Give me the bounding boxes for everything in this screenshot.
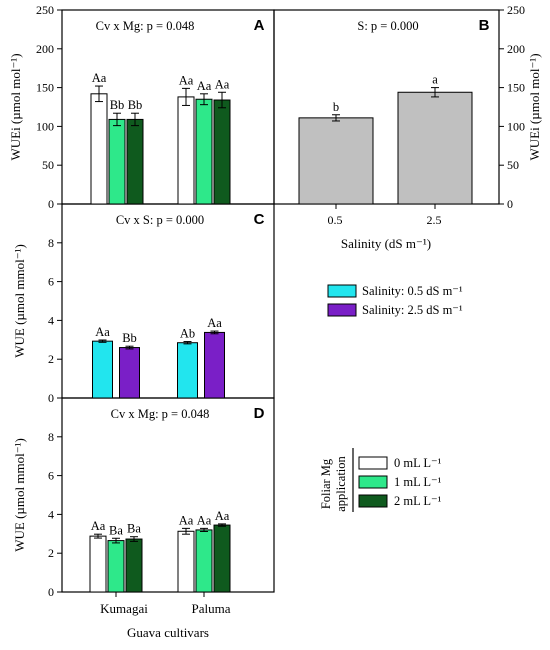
panel-c-letter: C [254, 211, 265, 228]
legend-label-mg-2: 2 mL L⁻¹ [394, 494, 442, 508]
panel-c-kumagai-s1-bar [119, 347, 140, 399]
panel-c-kumagai-s1-letter-label: Bb [122, 331, 137, 345]
panel-a-ytick-label: 0 [48, 197, 54, 211]
panel-a-paluma-s0-letter-label: Aa [179, 73, 194, 87]
panel-b-ytick-label: 100 [507, 119, 525, 133]
panel-d-frame [61, 397, 275, 593]
panel-d-ytick-label: 0 [48, 585, 54, 599]
panel-c-paluma-s0-bar [177, 342, 198, 399]
panel-b-cat0-letter-label: b [333, 100, 339, 114]
panel-d-kumagai-s1-letter-label: Ba [109, 523, 123, 537]
legend-swatch-salinity-2-5 [327, 303, 357, 317]
panel-b-ytick-label: 50 [507, 158, 519, 172]
panel-d-xlabel: Guava cultivars [127, 625, 209, 640]
panel-a-ytick-label: 50 [42, 158, 54, 172]
panel-d-kumagai-s2-bar [125, 538, 143, 593]
panel-c-ytick-label: 8 [48, 236, 54, 250]
panel-b-xlabel: Salinity (dS m⁻¹) [341, 236, 431, 251]
x-tick-salinity-0-5: 0.5 [328, 213, 343, 227]
panel-c-ytick-label: 6 [48, 275, 54, 289]
legend-swatch-mg-2 [358, 494, 388, 508]
panel-a-ytick-label: 200 [36, 42, 54, 56]
panel-d-paluma-s1-bar [195, 529, 213, 593]
panel-d-kumagai-s0-bar [89, 535, 107, 593]
legend-swatch-salinity-0-5 [327, 284, 357, 298]
x-tick-paluma: Paluma [192, 601, 231, 616]
panel-d-paluma-s1-letter-label: Aa [197, 513, 212, 527]
panel-c-kumagai-s0-bar [92, 340, 113, 399]
panel-d-annotation: Cv x Mg: p = 0.048 [111, 407, 210, 421]
salinity-legend: Salinity: 0.5 dS m⁻¹ Salinity: 2.5 dS m⁻… [327, 284, 463, 317]
panel-b-cat1-letter-label: a [432, 73, 438, 87]
panel-d-ytick-label: 6 [48, 469, 54, 483]
mg-legend-title-line1: Foliar Mg [319, 458, 333, 509]
panel-d-paluma-s0-letter-label: Aa [179, 513, 194, 527]
panel-b-ytick-label: 250 [507, 3, 525, 17]
panel-c-kumagai-s0-letter-label: Aa [95, 325, 110, 339]
panel-d-ytick-label: 4 [48, 507, 54, 521]
panel-c-paluma-s0-letter-label: Ab [180, 327, 195, 341]
panel-d-letter: D [254, 405, 265, 422]
panel-b-cat1-bar [397, 91, 473, 205]
panel-b-frame [273, 9, 500, 205]
panel-d-ylabel: WUE (µmol mmol⁻¹) [12, 438, 27, 552]
panel-d-paluma-s2-bar [213, 524, 231, 593]
panel-d-ytick-label: 8 [48, 430, 54, 444]
panel-b-cat0-bar [298, 117, 374, 205]
panel-b-annotation: S: p = 0.000 [357, 19, 418, 33]
legend-label-salinity-2-5: Salinity: 2.5 dS m⁻¹ [362, 303, 463, 317]
panel-a-paluma-s0-bar [177, 96, 195, 205]
panel-d-paluma-s2-letter-label: Aa [215, 509, 230, 523]
panel-a-kumagai-s0-letter-label: Aa [92, 71, 107, 85]
panel-d-ytick-label: 2 [48, 546, 54, 560]
panel-a-ylabel: WUEi (µmol mol⁻¹) [8, 53, 23, 160]
panel-a-kumagai-s1-letter-label: Bb [110, 98, 125, 112]
panel-a-paluma-s2-bar [213, 99, 231, 205]
panel-a-ytick-label: 150 [36, 81, 54, 95]
panel-a-paluma-s2-letter-label: Aa [215, 77, 230, 91]
panel-b-ylabel: WUEi (µmol mol⁻¹) [527, 53, 542, 160]
panel-a-paluma-s1-bar [195, 98, 213, 205]
panel-b-ytick-label: 0 [507, 197, 513, 211]
panel-b-ytick-label: 200 [507, 42, 525, 56]
panel-b-ytick-label: 150 [507, 81, 525, 95]
x-tick-kumagai: Kumagai [100, 601, 148, 616]
panel-c-ytick-label: 2 [48, 352, 54, 366]
x-tick-salinity-2-5: 2.5 [427, 213, 442, 227]
panel-a-kumagai-s2-letter-label: Bb [128, 98, 143, 112]
panel-c-annotation: Cv x S: p = 0.000 [116, 213, 204, 227]
legend-label-mg-0: 0 mL L⁻¹ [394, 456, 442, 470]
panel-a-ytick-label: 250 [36, 3, 54, 17]
panel-a-kumagai-s0-bar [90, 93, 108, 205]
legend-swatch-mg-0 [358, 456, 388, 470]
panel-d-paluma-s0-bar [177, 530, 195, 593]
panel-c-ytick-label: 4 [48, 313, 54, 327]
panel-a-kumagai-s2-bar [126, 118, 144, 205]
panel-a-annotation: Cv x Mg: p = 0.048 [96, 19, 195, 33]
mg-legend-title-line2: application [334, 455, 348, 511]
panel-d-kumagai-s0-letter-label: Aa [91, 519, 106, 533]
panel-a-ytick-label: 100 [36, 119, 54, 133]
panel-c-paluma-s1-bar [204, 331, 225, 399]
legend-swatch-mg-1 [358, 475, 388, 489]
panel-d-kumagai-s1-bar [107, 540, 125, 593]
panel-b-letter: B [479, 17, 490, 34]
panel-c-paluma-s1-letter-label: Aa [207, 316, 222, 330]
mg-legend: Foliar Mg application 0 mL L⁻¹ 1 mL L⁻¹ … [319, 448, 442, 512]
panel-d-kumagai-s2-letter-label: Ba [127, 522, 141, 536]
panel-a-letter: A [254, 17, 265, 34]
panel-c-ytick-label: 0 [48, 391, 54, 405]
panel-a-kumagai-s1-bar [108, 118, 126, 205]
panel-a-paluma-s1-letter-label: Aa [197, 79, 212, 93]
panel-c-ylabel: WUE (µmol mmol⁻¹) [12, 244, 27, 358]
legend-label-mg-1: 1 mL L⁻¹ [394, 475, 442, 489]
legend-label-salinity-0-5: Salinity: 0.5 dS m⁻¹ [362, 284, 463, 298]
